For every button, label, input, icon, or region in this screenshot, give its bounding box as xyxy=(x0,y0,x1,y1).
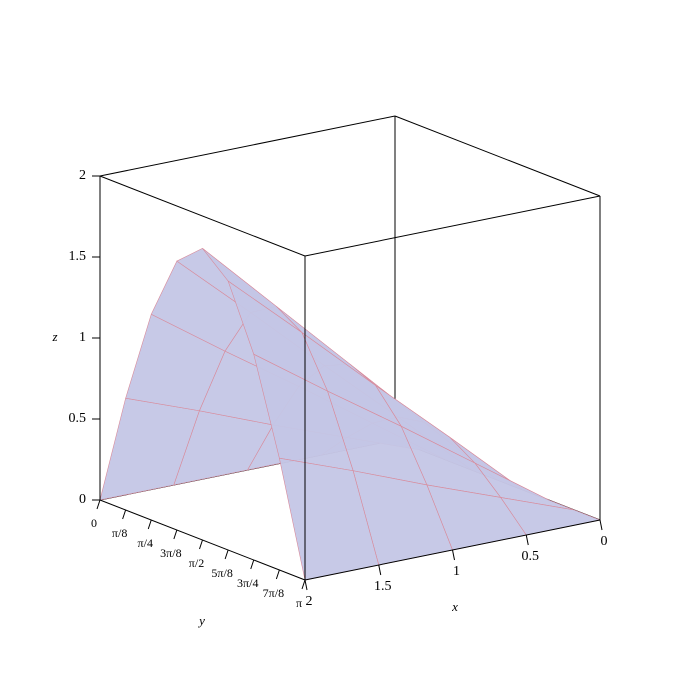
y-tick-label: π/4 xyxy=(138,536,153,550)
y-tick-label: 7π/8 xyxy=(263,586,284,600)
x-tick xyxy=(304,579,308,591)
z-tick-label: 0 xyxy=(79,492,86,507)
y-tick xyxy=(224,549,229,560)
z-tick-label: 2 xyxy=(79,168,86,183)
y-tick-label: 3π/8 xyxy=(160,546,181,560)
x-tick-label: 2 xyxy=(306,594,313,609)
y-axis-title: y xyxy=(197,613,205,628)
y-tick-label: 0 xyxy=(91,516,97,530)
box-edge xyxy=(99,175,306,257)
box-edge xyxy=(394,115,601,197)
z-tick-label: 0.5 xyxy=(69,411,87,426)
x-tick-label: 1 xyxy=(453,564,460,579)
y-tick xyxy=(250,559,255,570)
y-tick-label: 3π/4 xyxy=(237,576,258,590)
box-edge xyxy=(99,115,396,177)
y-tick-label: π xyxy=(296,596,302,610)
y-tick xyxy=(96,499,101,510)
x-tick-label: 1.5 xyxy=(374,579,392,594)
x-axis-title: x xyxy=(451,599,458,614)
z-tick-label: 1 xyxy=(79,330,86,345)
x-tick-label: 0.5 xyxy=(522,549,540,564)
y-tick xyxy=(122,509,127,520)
surface-patch xyxy=(99,397,200,501)
box-edge xyxy=(304,195,601,257)
z-tick-label: 1.5 xyxy=(69,249,87,264)
y-tick xyxy=(275,569,280,580)
y-tick xyxy=(147,519,152,530)
y-tick xyxy=(173,529,178,540)
x-tick xyxy=(525,534,529,546)
y-tick-label: 5π/8 xyxy=(211,566,232,580)
y-tick xyxy=(199,539,203,550)
y-tick xyxy=(301,579,306,590)
y-tick-label: π/2 xyxy=(189,556,204,570)
x-tick xyxy=(452,549,455,561)
z-axis-title: z xyxy=(51,329,57,344)
y-tick-label: π/8 xyxy=(112,526,127,540)
x-tick xyxy=(378,564,382,576)
x-tick xyxy=(599,519,603,531)
x-tick-label: 0 xyxy=(601,534,608,549)
